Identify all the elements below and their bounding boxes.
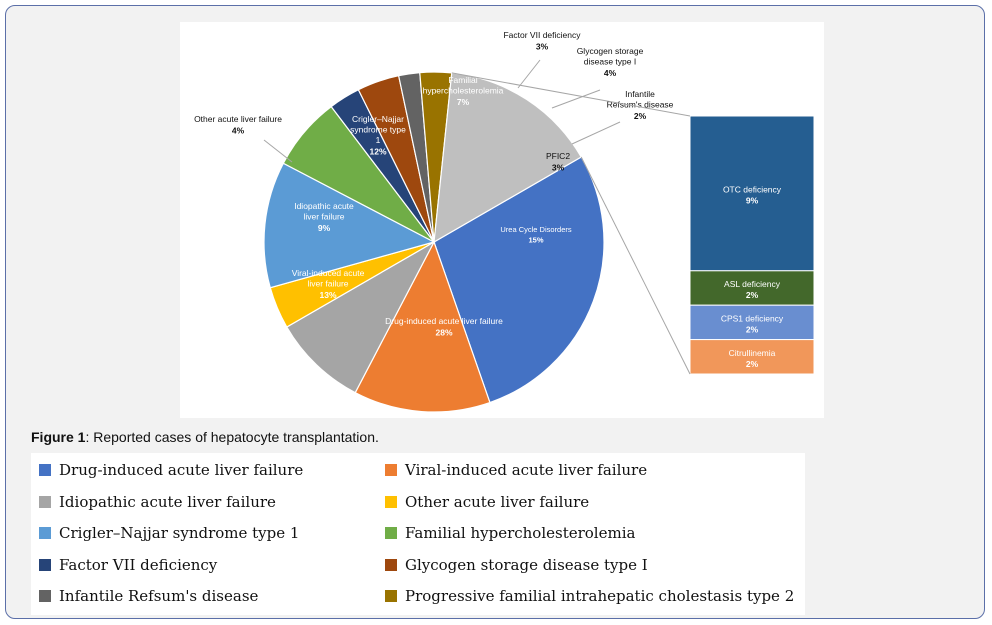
leader-line-other-acute-liver-failure [263, 139, 293, 163]
caption-label: Figure 1 [31, 429, 86, 445]
legend-label: Glycogen storage disease type I [405, 555, 648, 574]
legend-label: Familial hypercholesterolemia [405, 524, 636, 542]
legend-item: Drug-induced acute liver failure [39, 461, 303, 479]
legend-swatch [385, 558, 397, 571]
slice-label-other-acute-liver-failure: Other acute liver failure 4% [194, 114, 282, 136]
pie-slice-crigler-najjar-syndrome-type-1 [263, 162, 436, 289]
legend-label: Viral-induced acute liver failure [405, 461, 648, 479]
legend-item: Crigler–Najjar syndrome type 1 [39, 524, 299, 542]
legend: Drug-induced acute liver failure Viral-in… [31, 453, 805, 615]
legend-swatch [385, 464, 397, 476]
legend-item: Glycogen storage disease type I [385, 556, 648, 574]
chart-panel: Drug-induced acute liver failure 28% Viral… [180, 22, 824, 418]
slice-label-familial-hypercholesterolemia: Familial hypercholesterolemia 7% [423, 75, 504, 107]
legend-label: Other acute liver failure [405, 492, 590, 511]
breakout-label-asl-deficiency: ASL deficiency 2% [724, 279, 781, 300]
legend-label: Crigler–Najjar syndrome type 1 [59, 524, 300, 542]
figure-frame: Drug-induced acute liver failure 28% Viral… [5, 5, 985, 619]
slice-label-viral-induced-acute-liver-failure: Viral-induced acute liver failure 13% [292, 268, 365, 300]
legend-swatch [39, 527, 51, 539]
pie-slice-idiopathic-acute-liver-failure [285, 240, 436, 394]
breakout-label-cps1-deficiency: CPS1 deficiency 2% [721, 313, 784, 334]
legend-swatch [39, 590, 51, 602]
figure-caption: Figure 1: Reported cases of hepatocyte t… [31, 429, 379, 445]
pie-chart: Drug-induced acute liver failure 28% Viral… [194, 30, 815, 413]
legend-label: Factor VII deficiency [59, 555, 218, 574]
legend-label: Infantile Refsum's disease [59, 587, 259, 605]
breakout-bar-cps1-deficiency [689, 304, 815, 341]
legend-swatch [385, 527, 397, 539]
legend-item: Idiopathic acute liver failure [39, 493, 276, 511]
breakout-label-otc-deficiency: OTC deficiency 9% [723, 184, 782, 205]
slice-label-urea-cycle-disorders: Urea Cycle Disorders 15% [500, 225, 572, 245]
leader-line-factor-vii-deficiency [517, 59, 541, 89]
breakout-connector-bottom [580, 156, 691, 375]
legend-label: Progressive familial intrahepatic choles… [405, 587, 795, 605]
legend-item: Infantile Refsum's disease [39, 587, 258, 605]
legend-item: Factor VII deficiency [39, 556, 217, 574]
breakout-label-citrullinemia: Citrullinemia 2% [729, 348, 776, 369]
breakout-connector-top [451, 72, 691, 117]
leader-line-glycogen-storage-disease-type-i [551, 89, 601, 109]
slice-label-glycogen-storage-disease-type-i: Glycogen storage disease type I 4% [577, 46, 644, 78]
slice-label-progressive-familial-intrahepatic-cholestasis-type-2: PFIC2 3% [546, 151, 570, 173]
legend-swatch [39, 464, 51, 476]
legend-swatch [39, 495, 51, 508]
legend-label: Drug-induced acute liver failure [59, 461, 304, 479]
slice-label-crigler-najjar-syndrome-type-1: Crigler–Najjar syndrome type 1 12% [350, 114, 406, 157]
caption-text: : Reported cases of hepatocyte transplan… [85, 429, 379, 445]
legend-label: Idiopathic acute liver failure [59, 492, 276, 511]
pie-slice-viral-induced-acute-liver-failure [354, 240, 491, 413]
legend-item: Progressive familial intrahepatic choles… [385, 587, 794, 605]
slice-label-idiopathic-acute-liver-failure: Idiopathic acute liver failure 9% [294, 201, 354, 233]
slice-label-drug-induced-acute-liver-failure: Drug-induced acute liver failure 28% [385, 316, 503, 338]
legend-swatch [385, 590, 397, 602]
leader-line-infantile-refsum-s-disease [571, 121, 621, 145]
slice-label-factor-vii-deficiency: Factor VII deficiency 3% [503, 30, 581, 52]
slice-label-infantile-refsum-s-disease: Infantile Refsum's disease 2% [607, 89, 674, 121]
legend-swatch [385, 495, 397, 508]
legend-item: Viral-induced acute liver failure [385, 461, 647, 479]
legend-swatch [39, 558, 51, 571]
legend-item: Familial hypercholesterolemia [385, 524, 635, 542]
legend-item: Other acute liver failure [385, 493, 589, 511]
breakout-bar-otc-deficiency [689, 115, 815, 272]
breakout-bar-citrullinemia [689, 339, 815, 375]
pie-slice-drug-induced-acute-liver-failure [433, 156, 605, 404]
